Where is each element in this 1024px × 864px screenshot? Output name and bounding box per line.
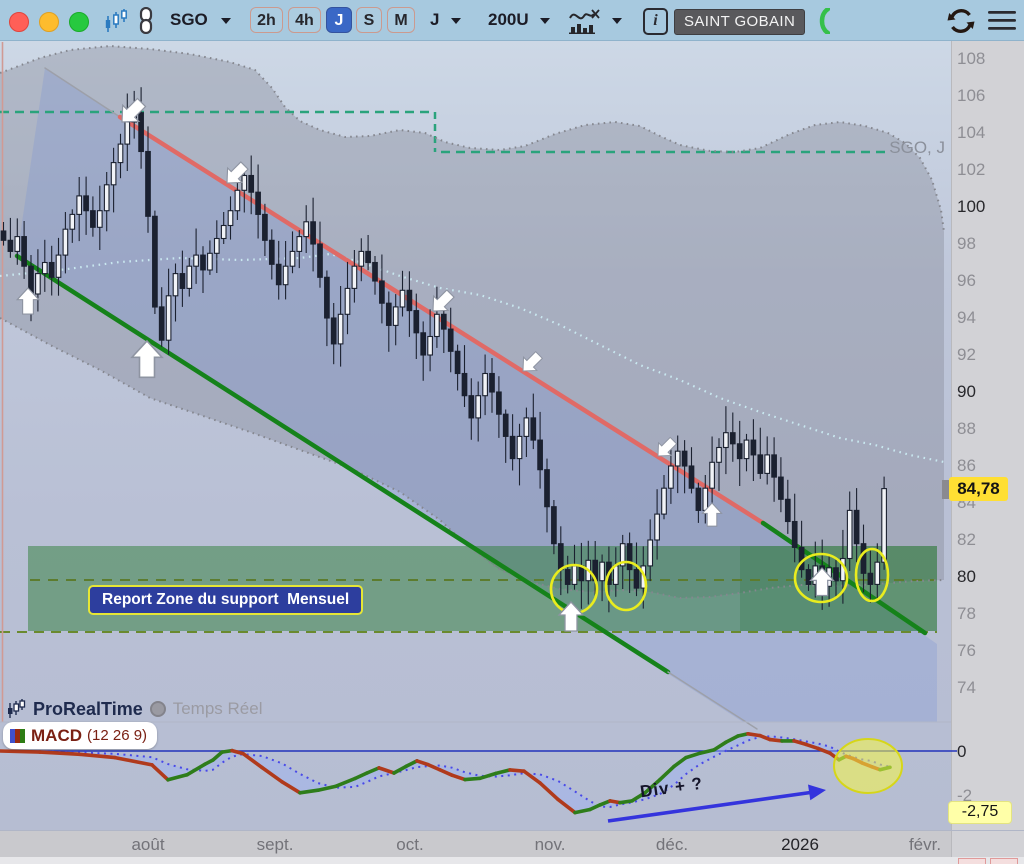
time-axis-label: oct. [396,835,424,854]
support-extension[interactable] [667,671,758,730]
price-axis-label: 102 [957,160,986,179]
down-arrow-annotation[interactable] [114,94,150,130]
units-label: 200U [488,10,529,29]
macd-indicator-label[interactable]: MACD (12 26 9) [3,722,158,749]
indicator-name: MACD [31,725,82,745]
chevron-down-icon [220,17,231,24]
info-icon[interactable]: i [643,8,668,35]
timeframe-button-S[interactable]: S [356,7,382,33]
support-zone-label[interactable]: Report Zone du support Mensuel [88,585,364,615]
up-arrow-annotation[interactable] [557,601,585,632]
price-axis-label: 108 [957,49,986,68]
realtime-status-icon [149,701,166,717]
green-bracket-icon [819,8,830,34]
macd-highlight-ellipse[interactable] [833,738,903,794]
scrollbar-fragment[interactable] [958,858,986,864]
bottom-scroll-strip [0,857,1024,864]
time-axis-label: nov. [534,835,566,854]
indicator-params: (12 26 9) [87,727,148,744]
period-label: J [430,10,440,29]
price-axis-label: 92 [957,345,976,364]
up-arrow-annotation[interactable] [701,502,723,527]
scrollbar-fragment[interactable] [990,858,1018,864]
chevron-down-icon [451,17,462,24]
refresh-icon[interactable] [946,6,976,36]
divergence-arrow-head [808,784,826,801]
period-dropdown[interactable]: J [430,10,462,30]
price-axis-label: 94 [957,308,976,327]
chevron-down-icon [540,17,551,24]
price-axis-label: 106 [957,86,986,105]
timeframe-button-4h[interactable]: 4h [288,7,321,33]
time-axis-label: août [131,835,165,854]
toolbar: SGO 2h 4h J S M J 200U i SAINT GOBAIN [0,0,1024,41]
prorealtime-watermark: ProRealTime Temps Réel [6,698,262,720]
candlestick-logo-icon [8,699,26,718]
price-axis-label: 74 [957,678,976,697]
last-price-marker [942,480,949,499]
close-button[interactable] [9,12,29,32]
instrument-name-badge[interactable]: SAINT GOBAIN [674,9,806,35]
price-axis-label: 90 [957,382,976,401]
price-axis-label: 100 [957,197,986,216]
macd-zero-label: 0 [957,742,967,761]
instrument-timeframe-label: SGO, J [889,138,945,157]
down-arrow-annotation[interactable] [220,158,252,190]
price-axis-label: 98 [957,234,976,253]
up-arrow-annotation[interactable] [809,567,835,597]
last-price-badge: 84,78 [949,477,1008,501]
timeframe-button-2h[interactable]: 2h [250,7,283,33]
support-trendline[interactable] [14,253,671,675]
timeframe-button-J[interactable]: J [326,7,352,33]
price-axis-label: 82 [957,530,976,549]
down-arrow-annotation[interactable] [516,348,545,377]
price-axis-label: 104 [957,123,986,142]
price-axis-label: 86 [957,456,976,475]
price-axis-label: 88 [957,419,976,438]
time-axis-label: déc. [655,835,689,854]
band-upper-dotted [0,44,945,233]
zoom-button[interactable] [69,12,89,32]
candlestick-chart-icon[interactable] [104,9,130,33]
macd-minus2-label: -2 [957,786,973,805]
units-dropdown[interactable]: 200U [488,10,551,30]
down-arrow-annotation[interactable] [652,434,680,462]
chart-plot-background[interactable] [0,40,951,831]
minimize-button[interactable] [39,12,59,32]
down-arrow-annotation[interactable] [426,286,458,318]
volatility-band-fill [0,46,944,598]
divergence-arrow[interactable] [607,790,815,823]
highlight-circle[interactable] [854,547,890,603]
macd-line [0,731,892,815]
price-axis-label: 76 [957,641,976,660]
link-chain-icon[interactable] [136,7,156,34]
band-lower-dotted [0,317,945,600]
ticker-label: SGO [170,10,208,29]
price-axis-gutter[interactable] [951,40,1024,857]
up-arrow-annotation[interactable] [15,287,41,315]
chevron-down-icon[interactable] [612,18,622,24]
time-axis-label: févr. [908,835,942,854]
price-axis-label: 78 [957,604,976,623]
indicator-color-icon [10,728,25,743]
price-axis-label: 96 [957,271,976,290]
time-axis-strip[interactable] [0,831,951,857]
up-arrow-annotation[interactable] [130,339,164,379]
resistance-extension[interactable] [44,67,121,118]
timeframe-button-M[interactable]: M [387,7,415,33]
brand-name: ProRealTime [33,698,143,719]
time-axis-label: sept. [256,835,294,854]
highlight-circle[interactable] [604,560,648,612]
menu-icon[interactable] [988,11,1016,30]
time-axis-label: 2026 [781,835,819,854]
ticker-dropdown[interactable]: SGO [170,10,231,30]
macd-value-badge: -2,75 [948,801,1012,824]
highlight-circle[interactable] [793,552,849,604]
price-axis-label: 80 [957,567,976,586]
realtime-status-label: Temps Réel [172,699,263,718]
chart-style-icon[interactable] [568,7,604,34]
